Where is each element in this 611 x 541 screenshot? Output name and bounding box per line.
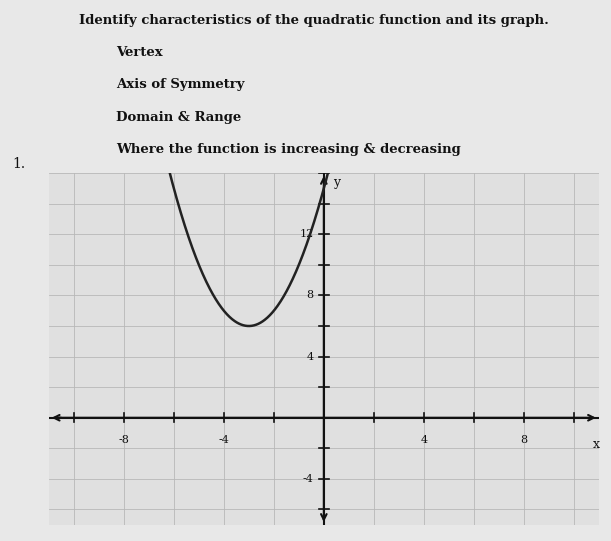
Text: -8: -8 [119, 434, 130, 445]
Text: 8: 8 [520, 434, 527, 445]
Text: 8: 8 [307, 291, 314, 300]
Text: x: x [593, 438, 600, 451]
Text: -4: -4 [218, 434, 229, 445]
Text: Identify characteristics of the quadratic function and its graph.: Identify characteristics of the quadrati… [79, 14, 549, 27]
Text: 12: 12 [299, 229, 314, 239]
Text: y: y [332, 176, 340, 189]
Text: Where the function is increasing & decreasing: Where the function is increasing & decre… [116, 143, 461, 156]
Text: Axis of Symmetry: Axis of Symmetry [116, 78, 244, 91]
Text: 4: 4 [420, 434, 427, 445]
Text: Domain & Range: Domain & Range [116, 111, 241, 124]
Text: Vertex: Vertex [116, 46, 163, 59]
Text: 4: 4 [307, 352, 314, 361]
Text: -4: -4 [303, 474, 314, 484]
Text: 1.: 1. [12, 157, 25, 171]
